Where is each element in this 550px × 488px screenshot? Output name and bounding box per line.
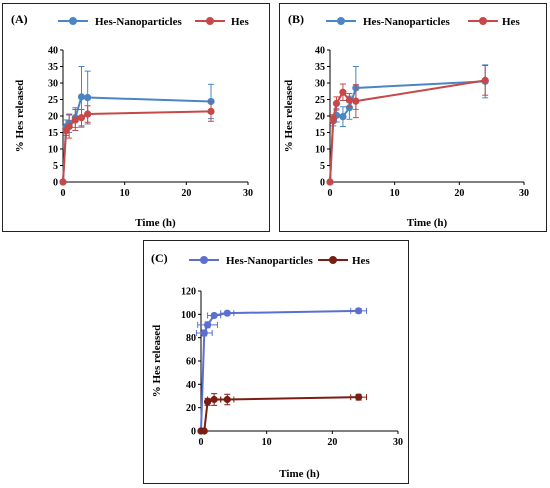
data-point	[326, 178, 334, 186]
x-tick-label: 10	[390, 188, 400, 199]
x-tick-label: 0	[61, 188, 66, 199]
data-point	[481, 76, 489, 84]
y-tick-label: 20	[186, 403, 196, 414]
data-point	[223, 309, 231, 317]
data-point	[355, 393, 363, 401]
x-tick-label: 10	[262, 437, 272, 448]
data-point	[203, 321, 212, 329]
chart-panel-c: (C) 0 20 40 60 80 100 120 0 10 20 30 Time (h) % Hes r…	[143, 240, 409, 484]
legend-label-2: Hes	[231, 16, 249, 28]
series-line-1	[329, 80, 486, 183]
y-tick-label: 5	[53, 161, 58, 172]
data-point	[345, 96, 353, 104]
y-tick-label: 25	[48, 95, 58, 106]
data-point	[345, 104, 353, 112]
y-tick-label: 15	[48, 128, 58, 139]
chart-panel-b: (B) 0 5 10 15 20 25 30 35 40 0 10 20 30 Time (h) % Hes …	[279, 3, 547, 232]
y-axis-title: % Hes released	[14, 80, 26, 153]
y-tick-label: 35	[315, 62, 325, 73]
legend-marker-2	[206, 17, 214, 25]
legend-label-1: Hes-Nanoparticles	[226, 255, 313, 267]
chart-c-svg: (C) 0 20 40 60 80 100 120 0 10 20 30 Time (h) % Hes r…	[151, 251, 403, 480]
legend-label-2: Hes	[502, 16, 520, 28]
y-tick-label: 10	[48, 145, 58, 156]
y-tick-label: 15	[315, 128, 325, 139]
y-tick-label: 35	[48, 62, 58, 73]
y-tick-label: 20	[315, 112, 325, 123]
data-point	[332, 99, 341, 108]
legend-marker-1	[200, 256, 208, 264]
data-point	[339, 88, 347, 96]
data-point	[77, 114, 86, 122]
series-line-1	[62, 95, 212, 183]
y-tick-label: 20	[48, 112, 58, 123]
legend-marker-1	[337, 17, 345, 25]
data-point	[59, 178, 67, 186]
data-point	[223, 395, 231, 404]
data-point	[339, 113, 347, 121]
y-tick-label: 0	[191, 427, 196, 438]
legend-label-1: Hes-Nanoparticles	[95, 16, 182, 28]
x-tick-label: 10	[120, 188, 130, 199]
data-point	[200, 427, 208, 435]
y-tick-label: 25	[315, 95, 325, 106]
data-point	[71, 116, 79, 124]
data-point	[207, 107, 215, 115]
y-tick-label: 40	[186, 380, 196, 391]
legend-label-1: Hes-Nanoparticles	[363, 16, 450, 28]
y-tick-label: 60	[186, 357, 196, 368]
y-tick-label: 0	[320, 178, 325, 189]
chart-panel-a: (A) 0 5 10 15 20 25 30 35 40 0 10 20 30 Time (h) % Hes …	[2, 3, 270, 232]
x-tick-label: 20	[454, 188, 464, 199]
x-tick-label: 0	[328, 188, 333, 199]
data-point	[355, 307, 363, 315]
y-tick-label: 80	[186, 333, 196, 344]
x-tick-label: 30	[393, 437, 403, 448]
x-axis-title: Time (h)	[135, 217, 176, 229]
data-point	[77, 93, 86, 101]
chart-a-svg: (A) 0 5 10 15 20 25 30 35 40 0 10 20 30 Time (h) % Hes …	[11, 12, 253, 229]
x-axis-title: Time (h)	[279, 468, 320, 480]
y-tick-label: 10	[315, 145, 325, 156]
x-tick-label: 0	[199, 437, 204, 448]
x-tick-label: 30	[243, 188, 253, 199]
y-tick-label: 30	[315, 79, 325, 90]
data-point	[84, 93, 92, 102]
y-tick-label: 5	[320, 161, 325, 172]
panel-label-c: (C)	[151, 251, 168, 265]
data-point	[210, 311, 218, 320]
chart-b-svg: (B) 0 5 10 15 20 25 30 35 40 0 10 20 30 Time (h) % Hes …	[283, 12, 529, 229]
series-line-1	[200, 309, 359, 432]
data-point	[210, 395, 218, 404]
y-tick-label: 40	[48, 46, 58, 57]
y-tick-label: 40	[315, 46, 325, 57]
legend-marker-2	[329, 256, 337, 264]
legend-label-2: Hes	[352, 255, 370, 267]
panel-label-b: (B)	[288, 12, 304, 26]
y-tick-label: 100	[181, 310, 196, 321]
y-axis-title: % Hes released	[283, 80, 295, 153]
x-tick-label: 20	[327, 437, 337, 448]
data-point	[329, 115, 337, 123]
x-tick-label: 20	[181, 188, 191, 199]
data-point	[84, 110, 92, 118]
legend-marker-1	[69, 17, 77, 25]
y-tick-label: 0	[53, 178, 58, 189]
data-point	[200, 329, 208, 337]
series-line-2	[201, 396, 359, 432]
y-axis-title: % Hes released	[151, 325, 163, 398]
panel-label-a: (A)	[11, 12, 28, 26]
data-point	[352, 97, 360, 105]
x-axis-title: Time (h)	[407, 217, 448, 229]
x-tick-label: 30	[519, 188, 529, 199]
y-tick-label: 30	[48, 79, 58, 90]
legend-marker-2	[479, 17, 487, 25]
data-point	[65, 122, 73, 131]
y-tick-label: 120	[181, 287, 196, 298]
